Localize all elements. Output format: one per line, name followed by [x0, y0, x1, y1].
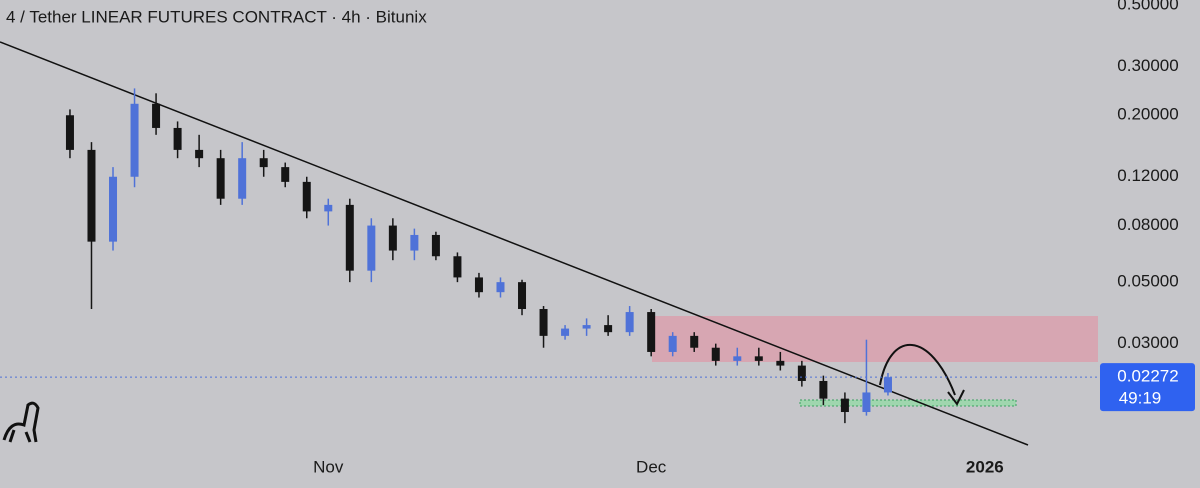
candle-body [604, 325, 613, 333]
candle-body [130, 103, 139, 177]
candle-body [840, 398, 849, 413]
candle-body [259, 158, 268, 168]
candle-body [281, 167, 290, 182]
candle-body [367, 225, 376, 271]
candle-body [539, 309, 548, 336]
candle-body [496, 282, 505, 293]
candle-body [173, 127, 182, 150]
projection-arrow [879, 343, 956, 396]
last-price-box [1100, 363, 1195, 412]
candle-body [87, 149, 96, 242]
candle-body [302, 181, 311, 212]
x-tick-label: Nov [313, 457, 344, 476]
x-tick-label: Dec [636, 457, 667, 476]
y-tick-label: 0.30000 [1117, 56, 1178, 75]
candle-body [754, 356, 763, 361]
y-tick-label: 0.12000 [1117, 166, 1178, 185]
candle-body [431, 234, 440, 257]
candle-body [518, 282, 527, 310]
countdown: 49:19 [1119, 389, 1162, 408]
logo [2, 401, 40, 443]
x-tick-label: 2026 [966, 457, 1004, 476]
candle-body [690, 335, 699, 348]
candle-body [776, 360, 785, 366]
candle-body [625, 312, 634, 333]
y-tick-label: 0.05000 [1117, 272, 1178, 291]
y-tick-label: 0.20000 [1117, 105, 1178, 124]
candle-body [410, 234, 419, 251]
candle-body [152, 103, 161, 128]
candle-body [195, 149, 204, 159]
arrow-head [947, 389, 965, 406]
candle-body [388, 225, 397, 251]
candle-body [345, 204, 354, 271]
chart-title: 4 / Tether LINEAR FUTURES CONTRACT · 4h … [6, 7, 427, 26]
y-tick-label: 0.50000 [1117, 0, 1178, 13]
candle-body [453, 256, 462, 278]
candle-body [109, 176, 118, 242]
candle-body [474, 277, 483, 293]
candle-body [65, 115, 74, 150]
last-price-label: 0.02272 [1117, 367, 1178, 386]
candle-body [819, 380, 828, 399]
resistance-zone [652, 316, 1098, 362]
plot [65, 88, 892, 424]
candle-body [647, 312, 656, 352]
candle-body [238, 158, 247, 199]
candle-body [733, 356, 742, 361]
y-tick-label: 0.03000 [1117, 333, 1178, 352]
candle-body [582, 325, 591, 329]
candle-body [324, 204, 333, 212]
candle-body [216, 158, 225, 199]
candle-body [561, 328, 570, 336]
y-tick-label: 0.08000 [1117, 215, 1178, 234]
candle-body [668, 335, 677, 352]
trendline [0, 41, 1029, 446]
support-zone [799, 399, 1017, 407]
candle-body [711, 347, 720, 361]
candle-body [883, 377, 892, 393]
candle-body [797, 365, 806, 381]
candle-body [862, 392, 871, 413]
